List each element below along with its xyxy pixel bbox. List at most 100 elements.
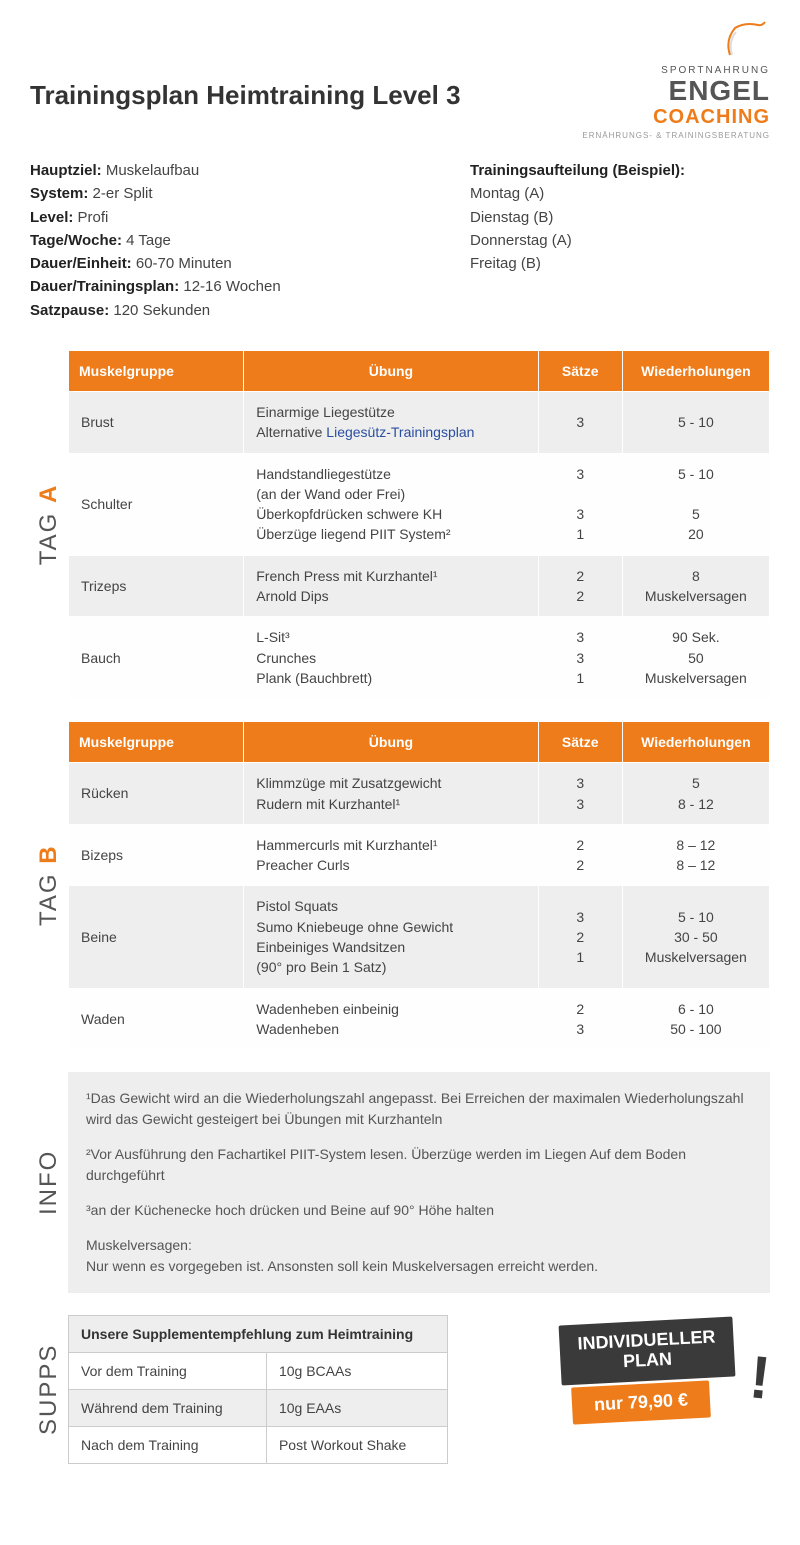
- vlabel-info: INFO: [30, 1072, 68, 1293]
- section-tag-a: TAG A MuskelgruppeÜbungSätzeWiederholung…: [30, 350, 770, 699]
- cell-exercise: Wadenheben einbeinigWadenheben: [244, 988, 538, 1050]
- meta-left: Hauptziel: MuskelaufbauSystem: 2-er Spli…: [30, 159, 281, 322]
- section-supps: SUPPS Unsere Supplementempfehlung zum He…: [30, 1315, 770, 1464]
- promo-bot: nur 79,90 €: [571, 1381, 711, 1425]
- meta-right-line: Dienstag (B): [470, 206, 770, 229]
- logo-sport: SPORTNAHRUNG: [582, 65, 770, 76]
- vlabel-tag-b: TAG B: [30, 721, 68, 1050]
- col-header: Sätze: [538, 722, 622, 763]
- cell-exercise: Handstandliegestütze(an der Wand oder Fr…: [244, 453, 538, 555]
- meta-row: Hauptziel: MuskelaufbauSystem: 2-er Spli…: [30, 159, 770, 322]
- section-info: INFO ¹Das Gewicht wird an die Wiederholu…: [30, 1072, 770, 1293]
- page-title: Trainingsplan Heimtraining Level 3: [30, 80, 461, 111]
- cell-group: Trizeps: [69, 555, 244, 617]
- vlabel-text: SUPPS: [35, 1344, 63, 1435]
- table-row: Vor dem Training10g BCAAs: [69, 1353, 448, 1390]
- cell-exercise: L-Sit³CrunchesPlank (Bauchbrett): [244, 617, 538, 699]
- supps-val: 10g BCAAs: [266, 1353, 447, 1390]
- cell-sets: 22: [538, 555, 622, 617]
- promo-badge[interactable]: INDIVIDUELLERPLAN nur 79,90 € !: [550, 1315, 770, 1435]
- vlabel-tag-a: TAG A: [30, 350, 68, 699]
- col-header: Muskelgruppe: [69, 722, 244, 763]
- meta-item: Dauer/Einheit: 60-70 Minuten: [30, 252, 281, 275]
- cell-reps: 8 – 128 – 12: [622, 824, 769, 886]
- supps-val: Post Workout Shake: [266, 1427, 447, 1464]
- meta-item: Level: Profi: [30, 206, 281, 229]
- cell-sets: 22: [538, 824, 622, 886]
- table-row: BrustEinarmige LiegestützeAlternative Li…: [69, 391, 770, 453]
- vlabel-supps: SUPPS: [30, 1315, 68, 1464]
- col-header: Sätze: [538, 350, 622, 391]
- cell-exercise: Pistol SquatsSumo Kniebeuge ohne Gewicht…: [244, 886, 538, 988]
- cell-reps: 90 Sek.50Muskelversagen: [622, 617, 769, 699]
- cell-exercise: Einarmige LiegestützeAlternative Liegesü…: [244, 391, 538, 453]
- info-box: ¹Das Gewicht wird an die Wiederholungsza…: [68, 1072, 770, 1293]
- table-row: RückenKlimmzüge mit ZusatzgewichtRudern …: [69, 763, 770, 825]
- meta-right-title: Trainingsaufteilung (Beispiel):: [470, 159, 770, 182]
- table-supps: Unsere Supplementempfehlung zum Heimtrai…: [68, 1315, 448, 1464]
- cell-reps: 5 - 10520: [622, 453, 769, 555]
- table-row: Nach dem TrainingPost Workout Shake: [69, 1427, 448, 1464]
- table-row: BizepsHammercurls mit Kurzhantel¹Preache…: [69, 824, 770, 886]
- supps-key: Vor dem Training: [69, 1353, 267, 1390]
- supps-title: Unsere Supplementempfehlung zum Heimtrai…: [69, 1316, 448, 1353]
- cell-group: Brust: [69, 391, 244, 453]
- cell-exercise: French Press mit Kurzhantel¹Arnold Dips: [244, 555, 538, 617]
- header: Trainingsplan Heimtraining Level 3 SPORT…: [30, 20, 770, 141]
- cell-group: Rücken: [69, 763, 244, 825]
- cell-reps: 8Muskelversagen: [622, 555, 769, 617]
- col-header: Wiederholungen: [622, 722, 769, 763]
- section-tag-b: TAG B MuskelgruppeÜbungSätzeWiederholung…: [30, 721, 770, 1050]
- supps-key: Nach dem Training: [69, 1427, 267, 1464]
- info-para: Muskelversagen:Nur wenn es vorgegeben is…: [86, 1235, 752, 1277]
- meta-item: Satzpause: 120 Sekunden: [30, 299, 281, 322]
- info-para: ²Vor Ausführung den Fachartikel PIIT-Sys…: [86, 1144, 752, 1186]
- table-row: BeinePistol SquatsSumo Kniebeuge ohne Ge…: [69, 886, 770, 988]
- vlabel-text: INFO: [35, 1150, 63, 1215]
- cell-group: Schulter: [69, 453, 244, 555]
- cell-reps: 5 - 1030 - 50Muskelversagen: [622, 886, 769, 988]
- cell-sets: 23: [538, 988, 622, 1050]
- vlabel-text: TAG: [35, 873, 62, 927]
- cell-reps: 6 - 1050 - 100: [622, 988, 769, 1050]
- meta-item: Dauer/Trainingsplan: 12-16 Wochen: [30, 275, 281, 298]
- meta-right-line: Freitag (B): [470, 252, 770, 275]
- exclaim-icon: !: [746, 1342, 773, 1413]
- cell-sets: 33: [538, 763, 622, 825]
- vlabel-accent: A: [35, 484, 62, 503]
- meta-right-line: Montag (A): [470, 182, 770, 205]
- table-row: SchulterHandstandliegestütze(an der Wand…: [69, 453, 770, 555]
- logo-icon: [710, 20, 770, 60]
- brand-logo: SPORTNAHRUNG ENGEL COACHING ERNÄHRUNGS- …: [582, 20, 770, 141]
- table-row: BauchL-Sit³CrunchesPlank (Bauchbrett)331…: [69, 617, 770, 699]
- logo-engel: ENGEL: [582, 76, 770, 107]
- col-header: Übung: [244, 350, 538, 391]
- logo-sub: ERNÄHRUNGS- & TRAININGSBERATUNG: [582, 132, 770, 141]
- cell-sets: 331: [538, 453, 622, 555]
- table-tag-a: MuskelgruppeÜbungSätzeWiederholungenBrus…: [68, 350, 770, 699]
- info-para: ³an der Küchenecke hoch drücken und Bein…: [86, 1200, 752, 1221]
- meta-item: Tage/Woche: 4 Tage: [30, 229, 281, 252]
- col-header: Wiederholungen: [622, 350, 769, 391]
- info-para: ¹Das Gewicht wird an die Wiederholungsza…: [86, 1088, 752, 1130]
- logo-coaching: COACHING: [582, 106, 770, 128]
- supps-val: 10g EAAs: [266, 1390, 447, 1427]
- cell-group: Bizeps: [69, 824, 244, 886]
- cell-reps: 5 - 10: [622, 391, 769, 453]
- col-header: Muskelgruppe: [69, 350, 244, 391]
- col-header: Übung: [244, 722, 538, 763]
- table-row: TrizepsFrench Press mit Kurzhantel¹Arnol…: [69, 555, 770, 617]
- meta-right-line: Donnerstag (A): [470, 229, 770, 252]
- table-row: Während dem Training10g EAAs: [69, 1390, 448, 1427]
- cell-group: Bauch: [69, 617, 244, 699]
- cell-sets: 321: [538, 886, 622, 988]
- table-row: WadenWadenheben einbeinigWadenheben236 -…: [69, 988, 770, 1050]
- meta-item: Hauptziel: Muskelaufbau: [30, 159, 281, 182]
- cell-sets: 3: [538, 391, 622, 453]
- cell-group: Beine: [69, 886, 244, 988]
- cell-reps: 58 - 12: [622, 763, 769, 825]
- cell-group: Waden: [69, 988, 244, 1050]
- supps-key: Während dem Training: [69, 1390, 267, 1427]
- promo-top: INDIVIDUELLERPLAN: [559, 1317, 736, 1386]
- cell-exercise: Klimmzüge mit ZusatzgewichtRudern mit Ku…: [244, 763, 538, 825]
